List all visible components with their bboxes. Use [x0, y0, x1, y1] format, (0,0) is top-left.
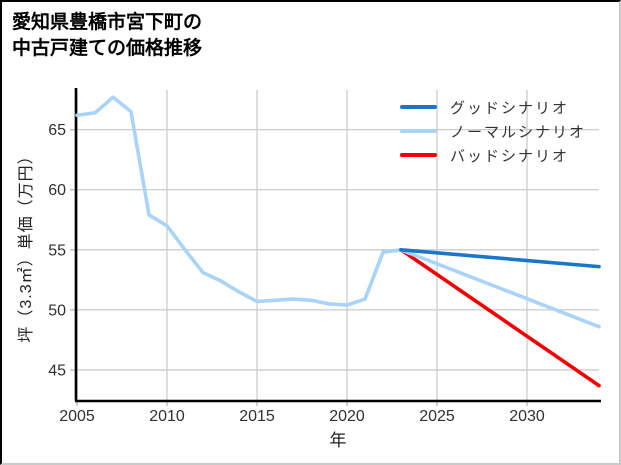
x-tick-label: 2025: [419, 408, 455, 425]
y-axis-label: 坪（3.3㎡）単価（万円）: [18, 147, 35, 343]
legend-item-good-scenario: グッドシナリオ: [400, 95, 586, 119]
series-line-bad-scenario: [399, 248, 601, 388]
x-tick-label: 2015: [239, 408, 275, 425]
chart-title-line2: 中古戸建ての価格推移: [12, 38, 203, 59]
legend-label-bad: バッドシナリオ: [450, 147, 570, 165]
series-line-good-scenario: [399, 248, 601, 269]
x-tick-label: 2020: [329, 408, 365, 425]
chart-title-line1: 愛知県豊橋市宮下町の: [12, 12, 203, 33]
legend-item-normal-scenario: ノーマルシナリオ: [400, 119, 586, 143]
y-tick-label: 45: [48, 362, 66, 379]
chart-title: 愛知県豊橋市宮下町の 中古戸建ての価格推移: [12, 10, 202, 62]
x-axis-label: 年: [329, 431, 347, 450]
legend: グッドシナリオ ノーマルシナリオ バッドシナリオ: [400, 95, 586, 167]
legend-label-normal: ノーマルシナリオ: [450, 123, 587, 141]
legend-line-bad-icon: [400, 153, 437, 157]
legend-line-normal-icon: [400, 129, 437, 133]
series-line-normal-scenario: [399, 248, 601, 329]
x-tick-label: 2005: [59, 408, 95, 425]
legend-label-good: グッドシナリオ: [450, 99, 570, 117]
y-tick-label: 50: [48, 302, 66, 319]
y-tick-label: 60: [48, 182, 66, 199]
y-tick-label: 65: [48, 122, 66, 139]
legend-item-bad-scenario: バッドシナリオ: [400, 143, 586, 167]
x-tick-label: 2010: [149, 408, 185, 425]
legend-line-good-icon: [400, 105, 437, 109]
series-line-history: [75, 95, 403, 307]
x-tick-label: 2030: [509, 408, 545, 425]
y-tick-label: 55: [48, 242, 66, 259]
